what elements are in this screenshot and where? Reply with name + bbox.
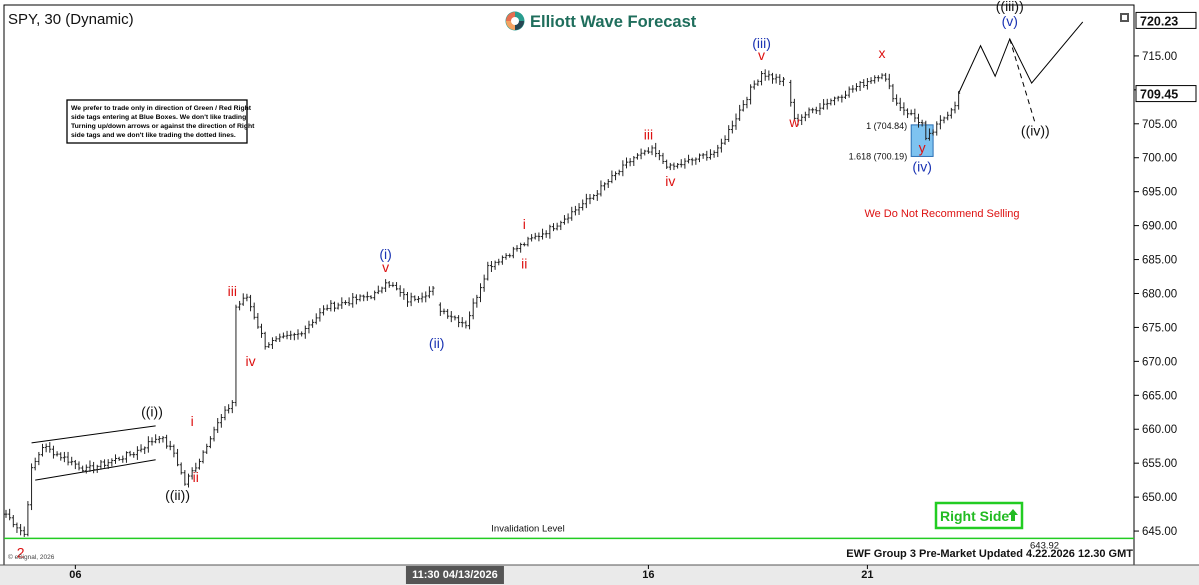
y-tick-label: 655.00	[1142, 458, 1177, 470]
x-tick-label: 16	[642, 569, 654, 581]
y-tick-label: 680.00	[1142, 288, 1177, 300]
menu-icon[interactable]	[1120, 13, 1129, 22]
price-tag-label: 709.45	[1140, 88, 1178, 102]
wave-label: (iv)	[912, 158, 931, 174]
notice-line: side tags and we don't like trading the …	[71, 132, 236, 139]
channel-line	[31, 425, 156, 444]
projection-dashed	[1009, 38, 1036, 124]
y-tick-label: 675.00	[1142, 322, 1177, 334]
projection-path	[958, 21, 1084, 124]
wave-label: ii	[193, 469, 199, 485]
y-tick-label: 690.00	[1142, 221, 1177, 233]
symbol-label: SPY, 30 (Dynamic)	[8, 11, 134, 28]
wave-label: ((iv))	[1021, 122, 1050, 138]
projection-solid	[958, 21, 1084, 94]
y-tick-label: 715.00	[1142, 51, 1177, 63]
brand-name: Elliott Wave Forecast	[530, 13, 697, 31]
channel-line	[35, 459, 156, 481]
wave-label: iv	[665, 173, 675, 189]
time-axis: 06 16 21	[69, 565, 874, 581]
crosshair-time-tag	[405, 566, 504, 584]
y-tick-label: 660.00	[1142, 424, 1177, 436]
notice-box	[66, 99, 248, 144]
brand-logo: Elliott Wave Forecast	[505, 11, 697, 31]
wave-label: (v)	[1002, 13, 1018, 29]
wave-label: ((i))	[141, 403, 163, 419]
fib-level-1618: 1.618 (700.19)	[849, 151, 908, 161]
price-tag-box	[1135, 11, 1197, 29]
time-axis-panel	[0, 565, 1199, 585]
y-tick-label: 645.00	[1142, 526, 1177, 538]
wave-label: iv	[245, 353, 255, 369]
price-bars	[4, 69, 961, 537]
trend-channel	[31, 425, 156, 481]
y-tick-label: 650.00	[1142, 492, 1177, 504]
wave-label: y	[919, 139, 926, 155]
wave-label: (i)	[379, 246, 391, 262]
y-tick-label: 705.00	[1142, 119, 1177, 131]
up-arrow-icon	[1008, 509, 1018, 521]
right-side-label: Right Side	[940, 508, 1009, 524]
blue-box: 1 (704.84) 1.618 (700.19)	[849, 121, 934, 161]
price-tag-box	[1135, 85, 1197, 103]
wave-label: (iii)	[752, 35, 771, 51]
wave-label: ii	[521, 255, 527, 271]
wave-label: iii	[228, 283, 237, 299]
fib-level-1: 1 (704.84)	[866, 121, 907, 131]
notice-line: side tags entering at Blue Boxes. We don…	[71, 114, 246, 121]
wave-label: i	[523, 216, 526, 232]
x-tick-label: 06	[69, 569, 81, 581]
notice-text: We prefer to trade only in direction of …	[71, 105, 255, 139]
x-tick-label: 21	[861, 569, 873, 581]
wave-label: 2	[17, 545, 25, 561]
invalidation-label: Invalidation Level	[491, 523, 564, 534]
wave-label: iii	[644, 126, 653, 142]
wave-label: v	[758, 47, 765, 63]
wave-label: i	[191, 413, 194, 429]
copyright: © eSignal, 2026	[8, 553, 55, 561]
notice-line: Turning up/down arrows or against the di…	[71, 123, 255, 130]
y-tick-label: 670.00	[1142, 356, 1177, 368]
wave-labels: 2((i))((ii))iiiiiiiv(i)v(ii)iiiiiiiv(iii…	[17, 0, 1050, 561]
wave-label: ((iii))	[996, 0, 1024, 14]
invalidation-value: 643.92	[1030, 540, 1059, 551]
wave-label: v	[382, 259, 389, 275]
price-tags: 720.23 709.45	[1135, 11, 1197, 103]
y-tick-label: 700.00	[1142, 153, 1177, 165]
crosshair-time: 11:30 04/13/2026	[412, 569, 498, 581]
wave-label: x	[879, 45, 886, 61]
wave-label: w	[788, 114, 800, 130]
right-side-tag: Right Side	[934, 501, 1024, 530]
wave-label: ((ii))	[165, 487, 190, 503]
footer-text: EWF Group 3 Pre-Market Updated 4.22.2026…	[846, 548, 1133, 560]
ewf-logo-icon	[505, 11, 525, 31]
y-tick-label: 665.00	[1142, 390, 1177, 402]
price-tag-label: 720.23	[1140, 14, 1178, 28]
y-tick-label: 685.00	[1142, 255, 1177, 267]
y-tick-label: 695.00	[1142, 187, 1177, 199]
wave-label: (ii)	[429, 335, 445, 351]
notice-line: We prefer to trade only in direction of …	[71, 105, 252, 112]
recommendation-text: We Do Not Recommend Selling	[864, 208, 1019, 220]
